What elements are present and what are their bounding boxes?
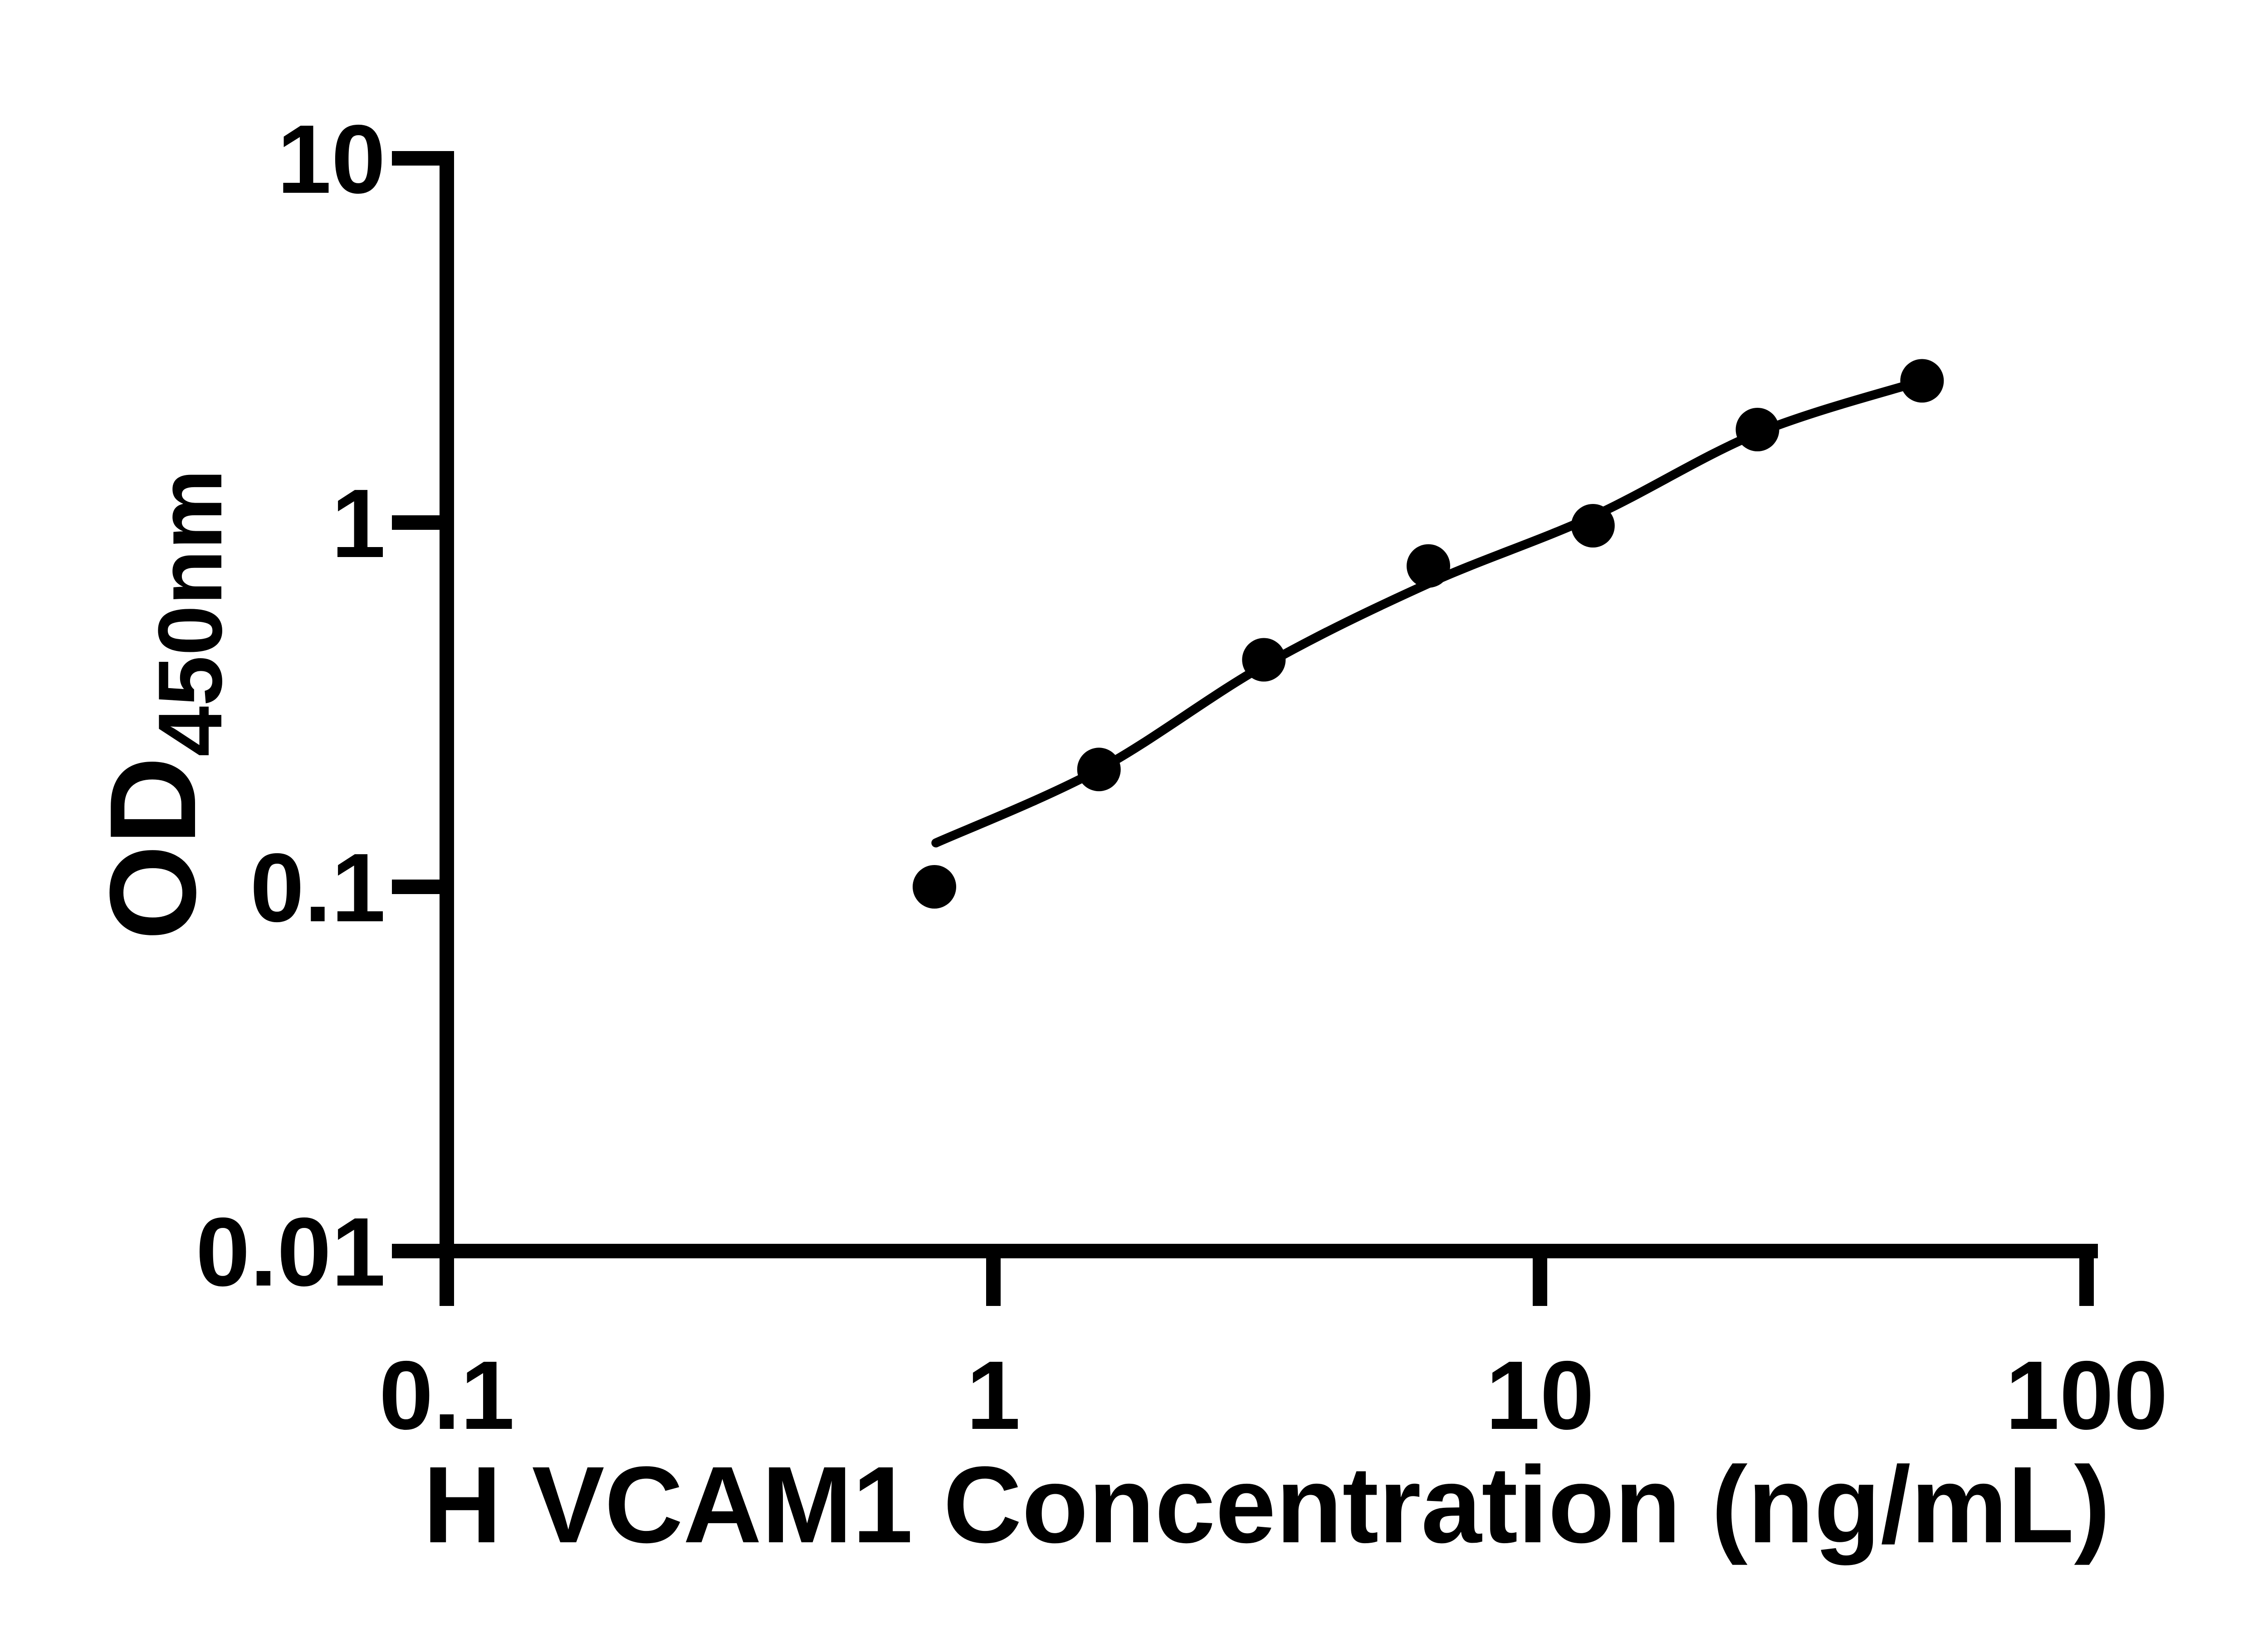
data-point bbox=[1900, 359, 1944, 403]
y-axis-title-subscript: 450nm bbox=[140, 469, 241, 757]
x-tick-label: 100 bbox=[2005, 1340, 2168, 1450]
y-axis-title-main: OD bbox=[85, 757, 221, 940]
data-point bbox=[1077, 748, 1121, 792]
axes bbox=[440, 151, 2098, 1258]
data-point bbox=[1571, 504, 1615, 548]
y-tick-label: 0.01 bbox=[196, 1197, 386, 1306]
x-tick-label: 10 bbox=[1486, 1340, 1594, 1450]
data-point bbox=[1407, 544, 1450, 588]
y-tick-label: 1 bbox=[331, 469, 386, 578]
y-tick-label: 0.1 bbox=[250, 833, 386, 942]
axis-labels: 10 1 0.1 0.01 0.1 1 10 100 bbox=[196, 104, 2168, 1450]
axis-titles: H VCAM1 Concentration (ng/mL) OD450nm bbox=[85, 469, 2110, 1565]
data-point bbox=[1735, 408, 1779, 451]
x-tick-label: 0.1 bbox=[379, 1340, 515, 1450]
data-point bbox=[913, 865, 956, 909]
data-points bbox=[913, 359, 1944, 909]
x-tick-label: 1 bbox=[966, 1340, 1021, 1450]
y-axis-title: OD450nm bbox=[85, 469, 241, 940]
axis-ticks bbox=[392, 151, 2094, 1306]
x-axis-title: H VCAM1 Concentration (ng/mL) bbox=[423, 1444, 2111, 1565]
data-point bbox=[1242, 638, 1286, 682]
y-tick-label: 10 bbox=[277, 104, 386, 214]
